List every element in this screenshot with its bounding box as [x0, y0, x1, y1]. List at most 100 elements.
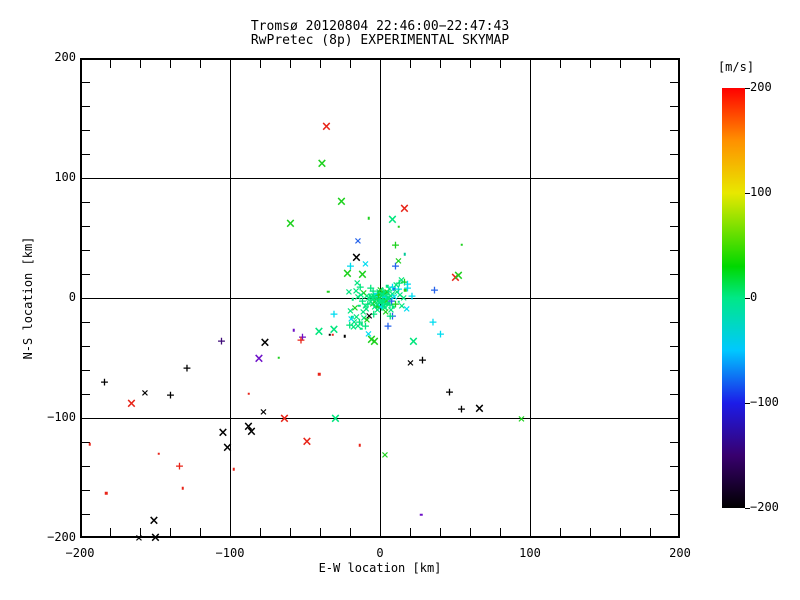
- data-point: ×: [397, 300, 406, 312]
- y-axis-tick: [82, 298, 96, 299]
- data-point: ×: [380, 450, 390, 461]
- data-point: ×: [362, 304, 371, 316]
- colorbar-tick-label: 0: [750, 290, 758, 304]
- data-point: ×: [383, 287, 391, 298]
- data-point: +: [366, 281, 376, 295]
- data-point: [381, 294, 385, 298]
- data-point: [382, 303, 385, 306]
- y-axis-tick: [82, 370, 90, 371]
- data-point: +: [372, 300, 382, 314]
- data-point: ×: [368, 294, 377, 306]
- data-point: ×: [356, 289, 366, 301]
- data-point: ×: [368, 299, 378, 311]
- data-point: [387, 302, 390, 305]
- plot-title: Tromsø 20120804 22:46:00−22:47:43: [250, 19, 510, 34]
- x-axis-tick: [200, 60, 201, 68]
- data-point: ×: [453, 268, 464, 284]
- data-point: ×: [243, 419, 254, 435]
- data-point: +: [99, 375, 110, 389]
- data-point: ×: [370, 292, 379, 304]
- x-axis-tick: [230, 60, 231, 74]
- y-tick-label: 0: [68, 290, 76, 304]
- data-point: [376, 299, 380, 303]
- x-tick-label: 100: [519, 546, 541, 560]
- data-point: ×: [382, 287, 391, 299]
- data-point: ×: [402, 304, 411, 316]
- data-point: [358, 443, 361, 447]
- data-point: ×: [399, 201, 410, 217]
- y-axis-tick: [82, 202, 90, 203]
- colorbar-tick-label: 200: [750, 80, 772, 94]
- y-axis-tick: [670, 322, 678, 323]
- colorbar-unit-label: [m/s]: [717, 60, 755, 74]
- x-axis-tick: [440, 60, 441, 68]
- data-point: ×: [359, 288, 368, 299]
- data-point: ×: [517, 414, 526, 425]
- x-axis-tick: [110, 528, 111, 536]
- data-point: [403, 253, 406, 256]
- y-axis-tick: [82, 178, 96, 179]
- y-axis-tick: [82, 274, 90, 275]
- data-point: ×: [377, 292, 385, 302]
- data-point: +: [297, 330, 308, 344]
- data-point: +: [378, 294, 387, 305]
- data-point: [360, 322, 363, 326]
- data-point: [359, 327, 363, 331]
- data-point: ×: [246, 424, 257, 440]
- x-axis-tick: [380, 522, 381, 536]
- data-point: [317, 373, 321, 376]
- data-point: ×: [336, 194, 347, 210]
- y-axis-tick: [82, 106, 90, 107]
- x-axis-tick: [380, 60, 381, 74]
- colorbar-tick: [745, 87, 750, 89]
- data-point: [331, 333, 334, 337]
- scatter-layer: × × × × × × × + × × + + × + + × + × + + + × × + + × + × × × × × × × × × + × × ×…: [82, 60, 678, 544]
- data-point: ×: [383, 292, 392, 304]
- gridline-horizontal: [82, 298, 678, 299]
- data-point: ×: [380, 302, 390, 314]
- data-point: +: [374, 299, 384, 313]
- data-point: ×: [362, 315, 372, 326]
- data-point: [387, 290, 390, 293]
- colorbar-tick-label: −200: [750, 500, 779, 514]
- data-point: ×: [126, 396, 137, 412]
- data-point: ×: [377, 288, 387, 300]
- y-tick-label: 100: [54, 170, 76, 184]
- gridline-vertical: [530, 60, 531, 536]
- data-point: ×: [375, 297, 385, 309]
- data-point: ×: [140, 387, 150, 399]
- colorbar-tick: [745, 297, 750, 299]
- y-axis-tick: [670, 490, 678, 491]
- data-point: [277, 356, 280, 359]
- data-point: ×: [366, 296, 375, 308]
- y-axis-tick: [670, 250, 678, 251]
- data-point: ×: [328, 322, 340, 338]
- data-point: ×: [321, 119, 332, 135]
- x-axis-tick: [530, 522, 531, 536]
- data-point: ×: [350, 317, 359, 329]
- data-point: ×: [347, 314, 356, 326]
- data-point: [232, 467, 235, 471]
- y-axis-tick: [82, 154, 90, 155]
- data-point: +: [390, 238, 401, 252]
- y-axis-tick: [670, 154, 678, 155]
- data-point: +: [428, 315, 438, 329]
- data-point: ×: [350, 303, 360, 314]
- data-point: ×: [386, 305, 396, 317]
- data-point: ×: [316, 156, 328, 172]
- data-point: ×: [369, 290, 378, 302]
- y-axis-tick: [670, 130, 678, 131]
- data-point: +: [377, 297, 386, 308]
- data-point: [88, 442, 91, 446]
- data-point: ×: [394, 255, 403, 267]
- data-point: ×: [388, 289, 397, 301]
- x-axis-tick: [200, 528, 201, 536]
- data-point: ×: [386, 291, 396, 303]
- x-axis-tick: [230, 522, 231, 536]
- data-point: ×: [397, 275, 406, 287]
- data-point: +: [393, 282, 404, 296]
- data-point: [292, 328, 295, 332]
- x-axis-tick: [140, 528, 141, 536]
- data-point: +: [376, 300, 387, 314]
